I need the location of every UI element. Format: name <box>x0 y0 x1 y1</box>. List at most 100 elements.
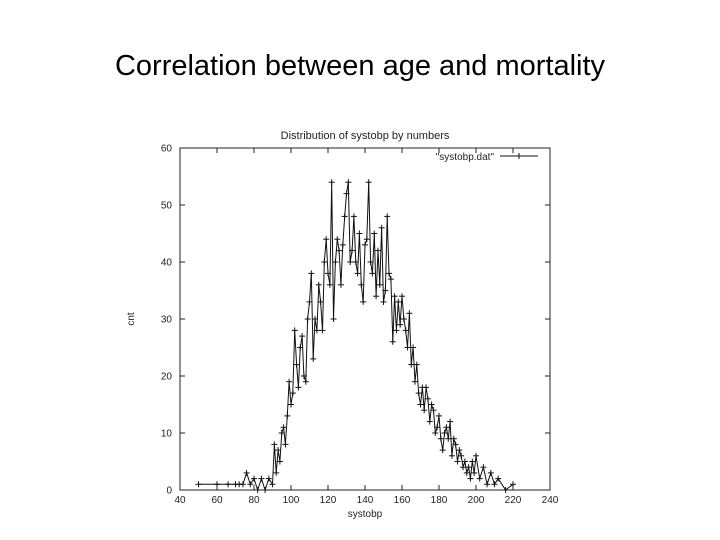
data-point <box>415 390 422 397</box>
data-point <box>356 230 363 237</box>
x-tick-label: 160 <box>394 495 411 506</box>
data-point <box>402 327 409 334</box>
data-point <box>395 298 402 305</box>
data-point <box>411 378 418 385</box>
data-point <box>293 361 300 368</box>
data-point <box>334 236 341 243</box>
data-point <box>386 270 393 277</box>
data-point <box>437 435 444 442</box>
data-point <box>262 487 269 493</box>
data-point <box>341 213 348 220</box>
data-point <box>297 344 304 351</box>
data-point <box>404 344 411 351</box>
data-point <box>406 310 413 317</box>
data-point <box>326 281 333 288</box>
series-line <box>198 182 514 492</box>
data-point <box>426 418 433 425</box>
data-point <box>258 475 265 482</box>
data-point <box>214 481 220 488</box>
data-point <box>432 430 439 436</box>
data-point <box>362 241 368 248</box>
data-point <box>389 338 396 345</box>
data-point <box>465 464 472 471</box>
data-point <box>502 487 509 493</box>
data-point <box>350 213 357 220</box>
data-point <box>384 213 391 220</box>
data-point <box>275 447 282 454</box>
data-point <box>460 464 467 471</box>
data-point <box>291 327 298 334</box>
x-tick-label: 100 <box>283 495 300 506</box>
data-point <box>269 481 276 488</box>
data-point <box>243 469 250 476</box>
data-point <box>410 344 417 351</box>
data-point <box>439 447 446 454</box>
data-point <box>491 481 498 488</box>
data-point <box>450 435 457 442</box>
data-point <box>393 327 400 334</box>
data-point <box>428 401 435 408</box>
y-tick-label: 20 <box>161 372 173 383</box>
plot-frame <box>179 147 551 491</box>
data-point <box>423 384 430 391</box>
data-point <box>417 401 424 408</box>
data-point <box>276 458 283 465</box>
data-point <box>360 298 367 305</box>
data-point <box>424 395 431 402</box>
x-tick-label: 180 <box>431 495 448 506</box>
data-point <box>332 259 339 265</box>
y-tick-label: 40 <box>161 258 173 269</box>
data-point <box>382 287 389 294</box>
data-point <box>473 452 479 459</box>
data-point <box>445 435 452 442</box>
data-point <box>302 378 309 385</box>
data-point <box>387 276 394 283</box>
data-point <box>317 298 324 305</box>
data-point <box>495 475 502 482</box>
x-axis: 40 60 80 100 120 140 160 180 200 220 240 <box>174 148 559 506</box>
data-point <box>487 469 494 476</box>
data-point <box>421 407 428 414</box>
data-point <box>315 281 322 288</box>
data-point <box>476 475 483 482</box>
data-point <box>367 259 374 265</box>
x-axis-label: systobp <box>348 509 383 520</box>
data-point <box>347 259 354 265</box>
data-point <box>339 241 346 248</box>
data-point <box>443 424 450 431</box>
series-layer <box>195 179 516 493</box>
y-axis: 0 10 20 30 40 50 60 <box>161 144 550 497</box>
data-point <box>391 293 398 300</box>
data-point <box>354 270 361 277</box>
data-point <box>328 179 335 186</box>
data-point <box>282 441 289 448</box>
data-point <box>300 373 307 379</box>
data-point <box>441 430 448 436</box>
data-point <box>319 327 326 334</box>
data-point <box>380 298 387 305</box>
data-point <box>469 458 476 465</box>
y-tick-label: 50 <box>161 201 173 212</box>
data-point <box>430 407 437 414</box>
x-tick-label: 60 <box>211 495 223 506</box>
data-point <box>461 458 468 465</box>
data-point <box>239 481 246 488</box>
data-point <box>471 469 478 476</box>
data-point <box>288 401 294 408</box>
data-point <box>286 378 293 385</box>
data-point <box>363 236 370 243</box>
legend-label: "systobp.dat" <box>436 152 495 163</box>
data-point <box>337 281 344 288</box>
slide-title: Correlation between age and mortality <box>114 50 606 82</box>
data-point <box>271 441 278 448</box>
data-point <box>254 487 261 493</box>
x-tick-label: 40 <box>174 495 186 506</box>
data-point <box>273 469 280 476</box>
data-point <box>484 481 491 488</box>
y-tick-label: 0 <box>166 486 172 497</box>
data-point <box>247 481 254 488</box>
x-tick-label: 220 <box>505 495 522 506</box>
data-point <box>458 452 465 459</box>
data-point <box>325 270 331 277</box>
data-point <box>448 452 455 459</box>
